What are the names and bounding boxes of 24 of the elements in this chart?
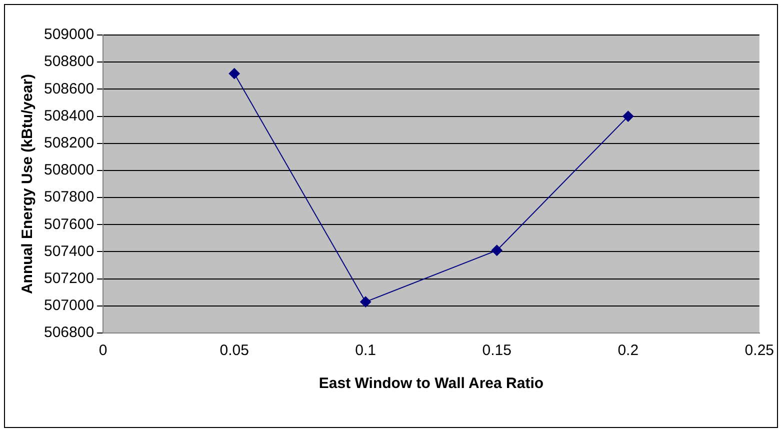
x-tick-label: 0 [98,342,108,360]
x-tick-label: 0.25 [744,342,774,360]
y-tick-label: 508600 [44,80,94,98]
x-tick-label: 0.1 [355,342,376,360]
y-tick-label: 509000 [44,26,94,44]
point [228,68,240,80]
x-tick-label: 0.15 [482,342,512,360]
y-tick-label: 507000 [44,297,94,314]
y-tick-label: 508000 [44,162,94,179]
y-tick-label: 508200 [44,134,94,152]
y-tick-label: 508400 [44,107,94,124]
point [360,296,372,308]
x-tick-label: 0.2 [618,342,639,360]
x-axis-title: East Window to Wall Area Ratio [318,375,544,392]
point [491,244,502,256]
y-tick-label: 507400 [44,242,94,260]
y-tick-label: 507800 [44,188,94,206]
y-tick-label: 508800 [44,53,94,70]
y-tick-label: 507200 [44,270,94,287]
x-tick-label: 0.05 [220,342,249,360]
y-axis-title: Annual Energy Use (kBtu/year) [19,74,36,294]
y-tick-label: 507600 [44,216,94,233]
point [622,110,634,122]
y-tick-label: 506800 [44,324,94,342]
